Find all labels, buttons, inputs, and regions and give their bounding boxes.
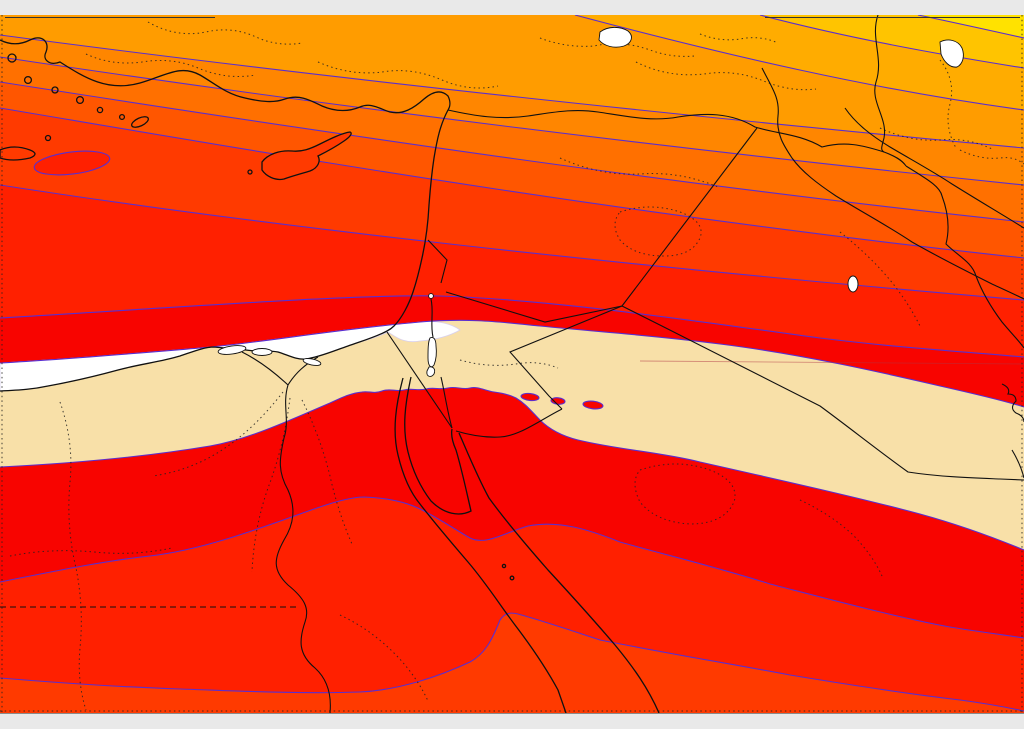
sinai-coast bbox=[404, 376, 472, 515]
contour-dot-3 bbox=[582, 400, 604, 410]
contour-b6 bbox=[0, 81, 1024, 223]
syria-iraq-border bbox=[621, 127, 758, 307]
turkey-coast bbox=[0, 37, 451, 114]
dead-sea-south-lobe bbox=[426, 366, 436, 377]
jordan-saudi-border bbox=[455, 408, 563, 438]
contour-south-2 bbox=[0, 612, 1024, 712]
aegean-island-1 bbox=[7, 53, 17, 63]
lakes bbox=[217, 26, 964, 377]
delta-lake-manzala bbox=[251, 348, 273, 356]
admin-boundary bbox=[339, 614, 429, 702]
admin-boundary bbox=[799, 499, 883, 577]
contour-b2 bbox=[759, 15, 1024, 69]
contour-b3 bbox=[574, 15, 1024, 111]
contour-jet-bottom bbox=[0, 386, 1024, 551]
aegean-island-3 bbox=[51, 86, 59, 94]
syria-jordan-border bbox=[445, 291, 623, 323]
wind-speed-map-canvas[interactable] bbox=[0, 15, 1024, 713]
sea-of-galilee bbox=[428, 293, 434, 299]
levant-egypt-coast bbox=[0, 109, 449, 392]
aegean-island-4 bbox=[75, 95, 85, 105]
contour-dot-1 bbox=[520, 392, 540, 402]
contour-south-1 bbox=[0, 496, 1024, 639]
nile-delta-branch-west bbox=[241, 351, 289, 386]
red-sea-islet-1 bbox=[501, 563, 507, 569]
jet-cream-band bbox=[0, 320, 1024, 550]
euphrates-river bbox=[761, 67, 1024, 300]
lebanon-border bbox=[427, 239, 448, 284]
graticule-line bbox=[639, 360, 1024, 365]
delta-lake-burullus bbox=[217, 345, 247, 355]
admin-boundary bbox=[301, 399, 353, 545]
turkey-syria-iraq-border bbox=[447, 109, 907, 167]
delta-lake-bardawil bbox=[302, 358, 322, 366]
admin-boundary bbox=[459, 359, 559, 369]
contour-b9 bbox=[0, 295, 1024, 358]
gulf-of-suez-west-red-sea-coast bbox=[394, 377, 567, 713]
speed-band-fills bbox=[0, 15, 1024, 713]
admin-boundary bbox=[59, 401, 87, 711]
admin-boundaries-dotted bbox=[0, 15, 1024, 713]
persian-gulf-coast bbox=[1011, 449, 1024, 479]
admin-boundary bbox=[559, 157, 719, 188]
jordan-river bbox=[430, 298, 434, 338]
tigris-river bbox=[844, 107, 1024, 229]
contour-b7 bbox=[0, 107, 1024, 259]
band8-south-fill bbox=[0, 613, 1024, 713]
lake-urmia bbox=[939, 39, 964, 68]
arabia-red-sea-coast bbox=[458, 432, 660, 713]
footer-bar bbox=[0, 713, 1024, 729]
iraq-saudi-border bbox=[621, 305, 1024, 481]
aegean-island-5 bbox=[96, 106, 104, 114]
cyprus-island bbox=[261, 131, 352, 181]
kuwait-coast bbox=[1001, 383, 1024, 423]
red-sea-islet-2 bbox=[509, 575, 515, 581]
admin-boundary bbox=[147, 21, 303, 45]
nile-delta-branch-east bbox=[287, 356, 319, 386]
contour-lines bbox=[0, 15, 1024, 712]
egypt-israel-border bbox=[386, 331, 453, 429]
rivers bbox=[241, 67, 1024, 713]
contour-b5 bbox=[0, 56, 1024, 186]
header-bar bbox=[0, 0, 1024, 15]
country-borders bbox=[386, 15, 1024, 481]
lake-tharthar bbox=[847, 275, 859, 293]
admin-boundary bbox=[152, 391, 284, 477]
iraq-iran-border bbox=[905, 165, 1024, 349]
admin-boundary bbox=[634, 463, 736, 525]
rhodes-island bbox=[131, 116, 149, 128]
contour-b8 bbox=[0, 184, 1024, 301]
band9-south-fill bbox=[0, 497, 1024, 713]
coastlines bbox=[0, 37, 660, 713]
aegean-island-2 bbox=[23, 75, 33, 85]
admin-boundary bbox=[251, 397, 291, 573]
wadi-araba-line bbox=[440, 376, 453, 429]
nile-river bbox=[275, 384, 331, 713]
admin-boundary bbox=[879, 127, 995, 151]
crete-island bbox=[0, 146, 36, 161]
admin-boundary bbox=[635, 61, 817, 91]
dead-sea bbox=[427, 337, 437, 368]
karpathos-island bbox=[44, 134, 52, 142]
jordan-zigzag-border bbox=[509, 305, 623, 410]
admin-boundary bbox=[85, 53, 257, 77]
aegean-island-6 bbox=[118, 113, 126, 121]
turkey-iran-border bbox=[874, 15, 886, 153]
contour-jet-top bbox=[0, 319, 1024, 408]
contour-b4 bbox=[0, 34, 1024, 149]
contour-local-max-oval bbox=[33, 150, 111, 176]
cyprus-islet bbox=[247, 169, 253, 175]
lake-van bbox=[598, 26, 632, 48]
